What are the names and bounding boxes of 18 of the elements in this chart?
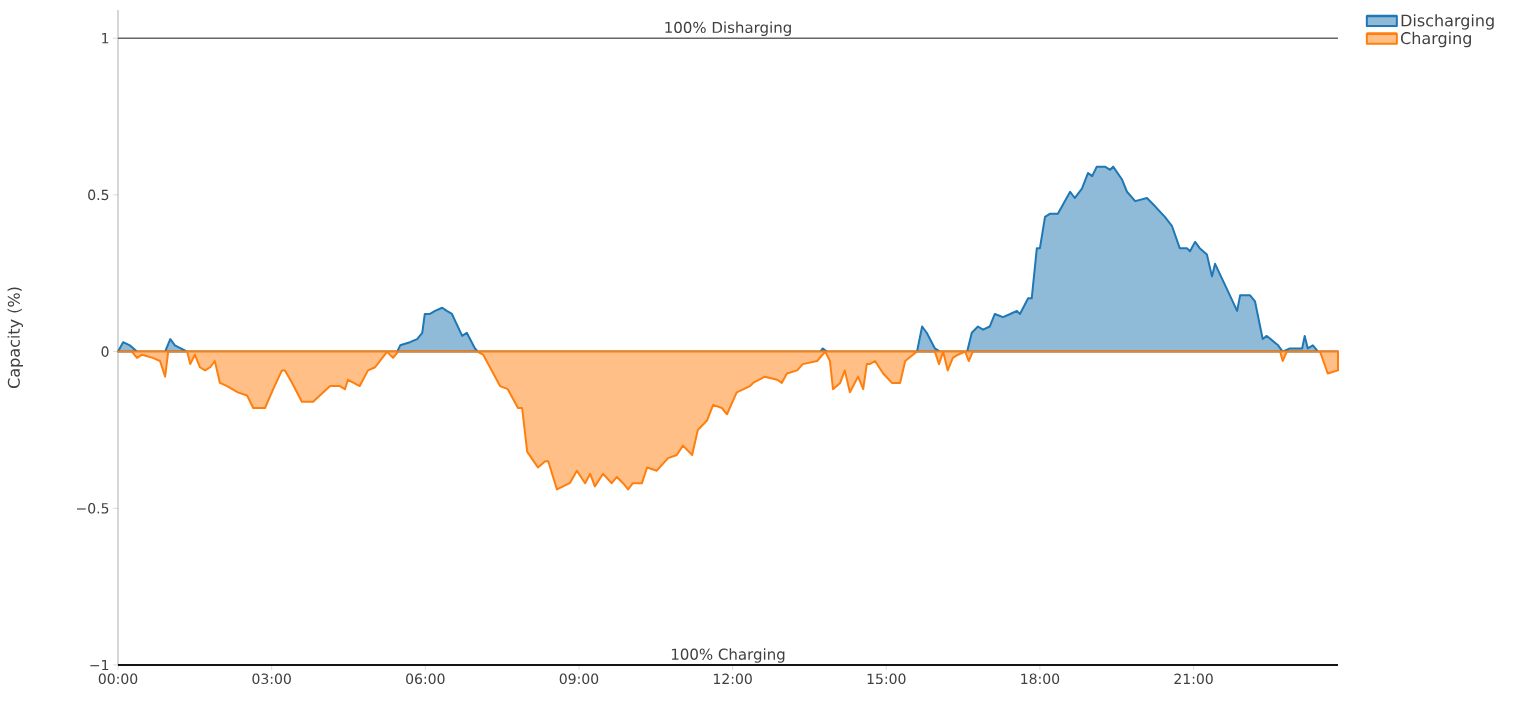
x-tick-label: 12:00 <box>713 673 752 685</box>
y-tick-label: −0.5 <box>76 502 109 514</box>
y-tick-label: 0 <box>101 346 109 357</box>
legend-label: Charging <box>1400 31 1471 48</box>
x-tick-label: 21:00 <box>1174 673 1213 685</box>
ref-line-label: 100% Disharging <box>665 21 791 36</box>
y-tick-label: 1 <box>102 33 109 44</box>
x-tick-label: 06:00 <box>406 673 445 685</box>
ref-line-label: 100% Charging <box>671 648 785 663</box>
x-tick-label: 00:00 <box>98 673 138 685</box>
x-tick-label: 03:00 <box>252 673 291 685</box>
y-axis-title: Capacity (%) <box>7 287 23 388</box>
x-tick-label: 15:00 <box>867 673 906 685</box>
y-tick-label: −1 <box>90 659 109 671</box>
y-tick-label: 0.5 <box>88 189 109 201</box>
x-tick-label: 18:00 <box>1021 673 1060 685</box>
legend-label: Discharging <box>1401 14 1494 30</box>
x-tick-label: 09:00 <box>559 673 599 685</box>
